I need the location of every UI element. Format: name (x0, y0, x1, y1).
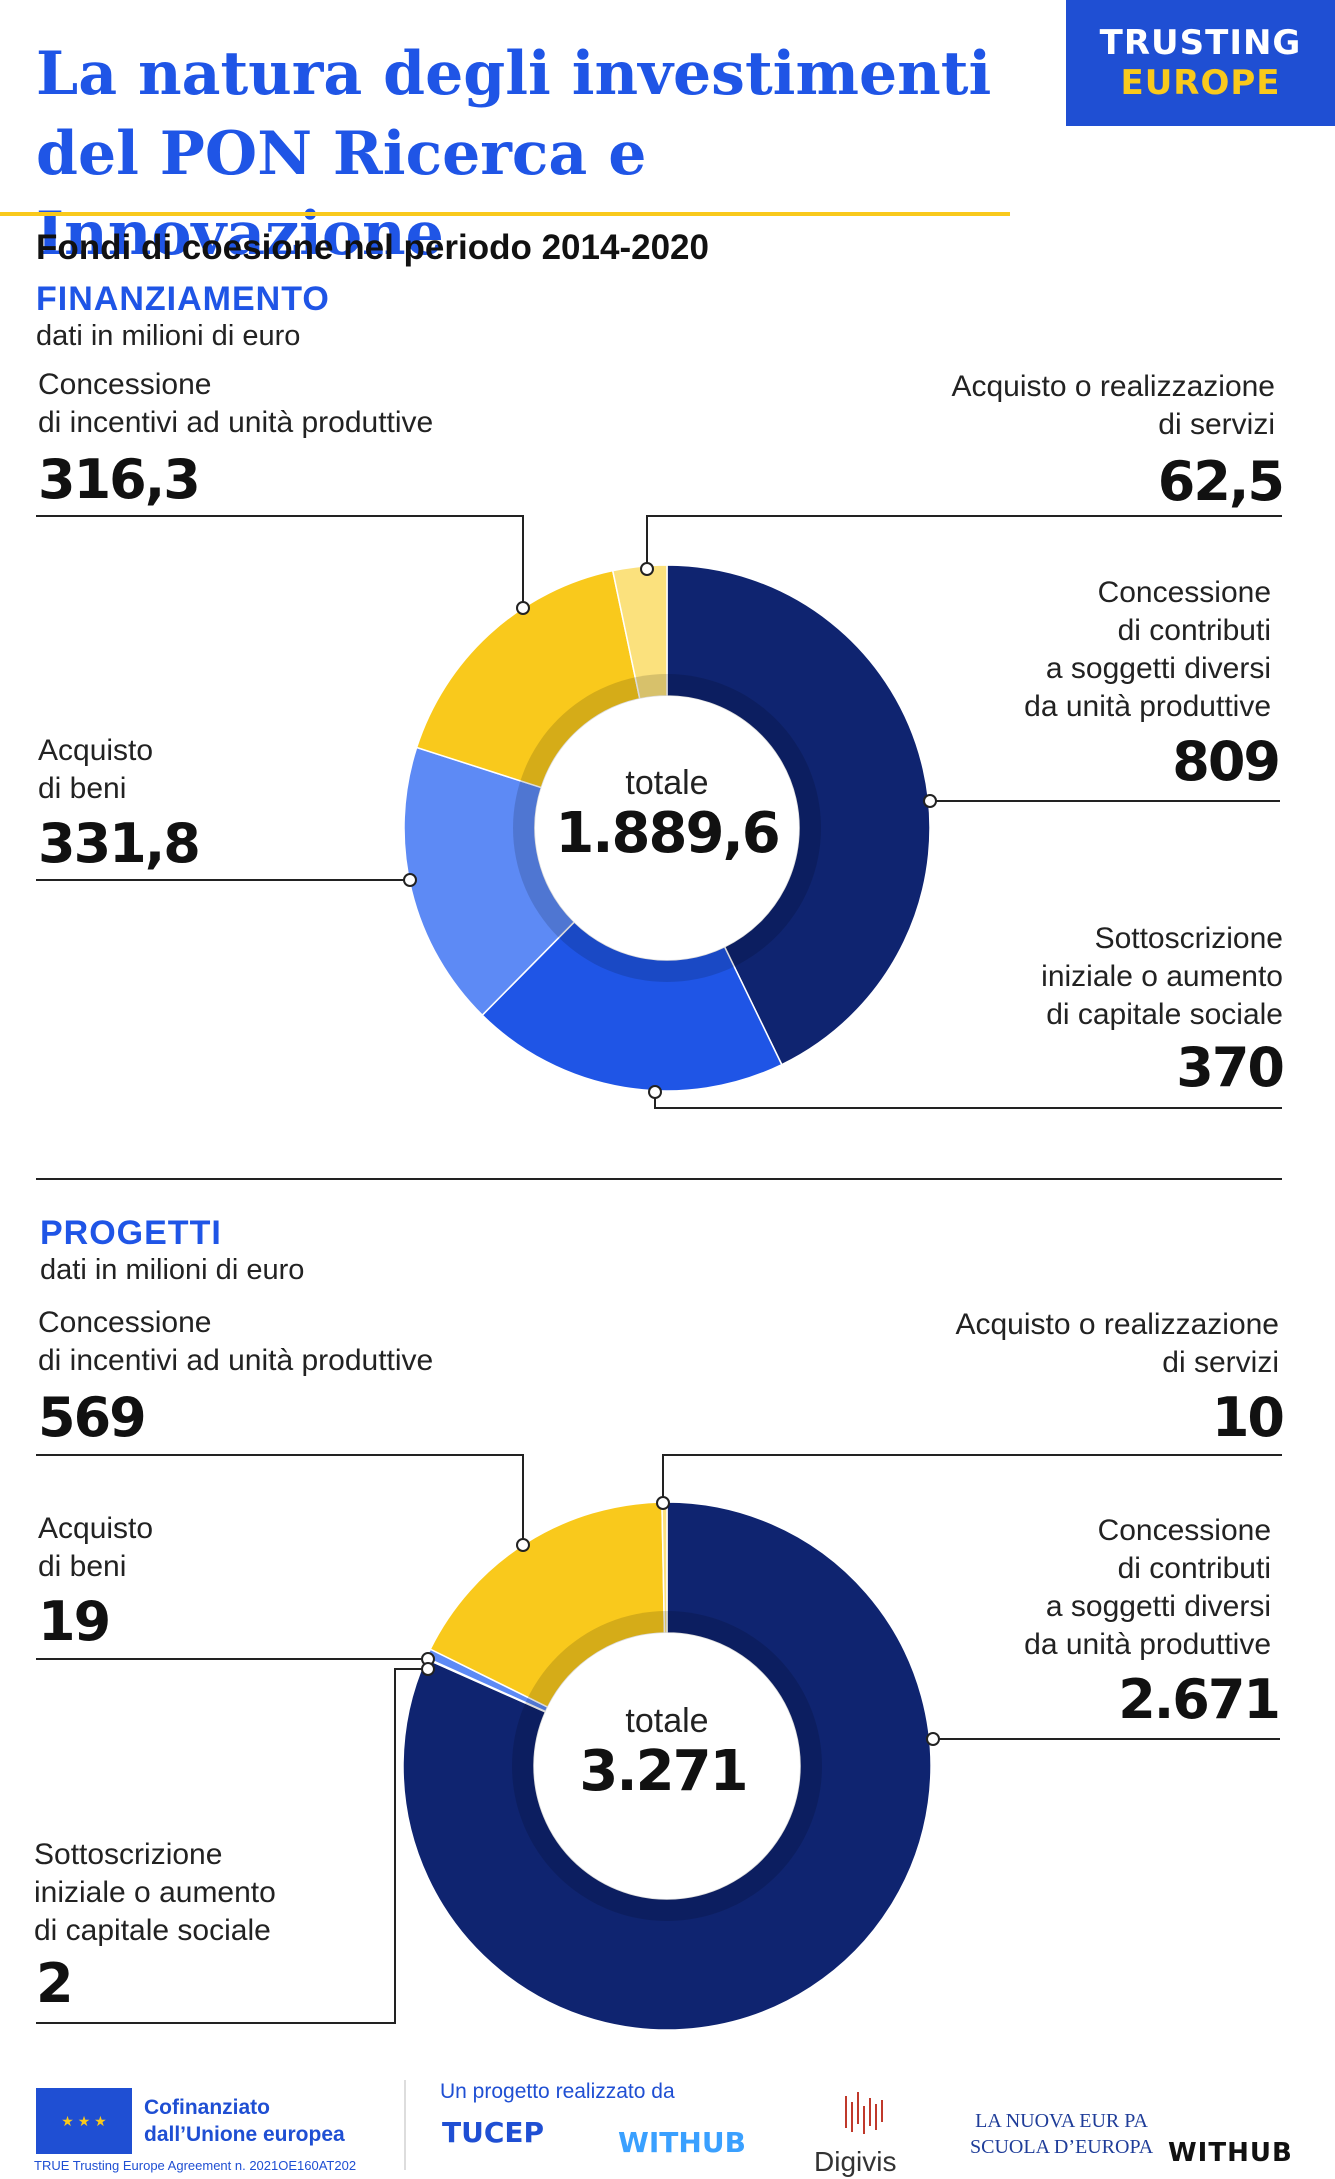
withub-logo: WITHUB (618, 2126, 746, 2159)
section-divider (36, 1178, 1282, 1180)
value-incentivi: 569 (38, 1386, 147, 1449)
digivis-mark-icon (845, 2092, 883, 2134)
leader-servizi (662, 1454, 1282, 1503)
footer-divider (404, 2080, 406, 2170)
dot-incentivi (516, 1538, 530, 1552)
leader-servizi (646, 515, 1282, 569)
page-title: La natura degli investimenti del PON Ric… (36, 34, 1016, 274)
label-beni: Acquisto di beni (38, 734, 154, 805)
section-title-finanziamento: FINANZIAMENTO (36, 280, 330, 318)
label-capitale: Sottoscrizione iniziale o aumento di cap… (1041, 922, 1283, 1031)
leader-capitale (654, 1092, 1282, 1109)
agreement-note: TRUE Trusting Europe Agreement n. 2021OE… (34, 2158, 357, 2173)
brand-line-2: EUROPE (1120, 63, 1281, 103)
digivis-logo: Digivis (814, 2146, 897, 2177)
center-total: 1.889,6 (555, 801, 778, 866)
dot-servizi (656, 1496, 670, 1510)
brand-line-1: TRUSTING (1099, 23, 1302, 63)
cofinanced-label: Cofinanziato dall’Unione europea (144, 2096, 345, 2146)
center-label-totale: totale (625, 1702, 708, 1740)
label-contributi: Concessione di contributi a soggetti div… (1024, 1514, 1271, 1661)
center-total: 3.271 (579, 1739, 746, 1804)
dot-beni (403, 873, 417, 887)
value-servizi: 62,5 (1157, 450, 1285, 513)
section-title-progetti: PROGETTI (40, 1214, 222, 1252)
leader-incentivi (36, 515, 524, 608)
title-line-2: del PON Ricerca e Innovazione (36, 119, 647, 269)
title-line-1: La natura degli investimenti (36, 39, 992, 109)
value-beni: 331,8 (38, 812, 201, 875)
dot-contributi (926, 1732, 940, 1746)
label-capitale: Sottoscrizione iniziale o aumento di cap… (34, 1838, 276, 1947)
value-capitale: 370 (1176, 1036, 1285, 1099)
tucep-logo: TUCEP (442, 2116, 545, 2149)
donut-hole (534, 1633, 800, 1899)
value-incentivi: 316,3 (38, 448, 201, 511)
value-contributi: 809 (1172, 730, 1281, 793)
la-nuova-europa-logo: LA NUOVA EUR PA SCUOLA D’EUROPA (970, 2110, 1154, 2158)
project-label: Un progetto realizzato da (440, 2080, 675, 2103)
leader-lines (36, 1454, 1282, 2024)
eu-flag-icon: ★ ★ ★ (36, 2088, 132, 2154)
title-underline (0, 212, 1010, 216)
value-contributi: 2.671 (1118, 1668, 1281, 1731)
withub-logo-dark: WITHUB (1168, 2138, 1293, 2168)
unit-note: dati in milioni di euro (40, 1254, 305, 1286)
label-servizi: Acquisto o realizzazione di servizi (955, 1308, 1279, 1379)
donut-chart-finanziamento: totale 1.889,6 (36, 515, 1282, 1109)
subtitle: Fondi di coesione nel periodo 2014-2020 (36, 228, 709, 267)
trusting-europe-logo: TRUSTING EUROPE (1066, 0, 1335, 126)
dot-incentivi (516, 601, 530, 615)
label-contributi: Concessione di contributi a soggetti div… (1024, 576, 1271, 723)
center-label-totale: totale (625, 764, 708, 802)
dot-servizi (640, 562, 654, 576)
label-servizi: Acquisto o realizzazione di servizi (951, 370, 1275, 441)
leader-capitale (36, 1668, 428, 2024)
leader-incentivi (36, 1454, 524, 1545)
unit-note: dati in milioni di euro (36, 320, 301, 352)
donut-chart-progetti: totale 3.271 (36, 1454, 1282, 2031)
value-beni: 19 (38, 1590, 111, 1653)
value-servizi: 10 (1211, 1386, 1285, 1449)
dot-contributi (923, 794, 937, 808)
label-incentivi: Concessione di incentivi ad unità produt… (38, 368, 434, 439)
donut-hole (535, 696, 799, 960)
dot-capitale (421, 1662, 435, 1676)
dot-capitale (648, 1085, 662, 1099)
value-capitale: 2 (36, 1952, 74, 2015)
label-beni: Acquisto di beni (38, 1512, 154, 1583)
label-incentivi: Concessione di incentivi ad unità produt… (38, 1306, 434, 1377)
